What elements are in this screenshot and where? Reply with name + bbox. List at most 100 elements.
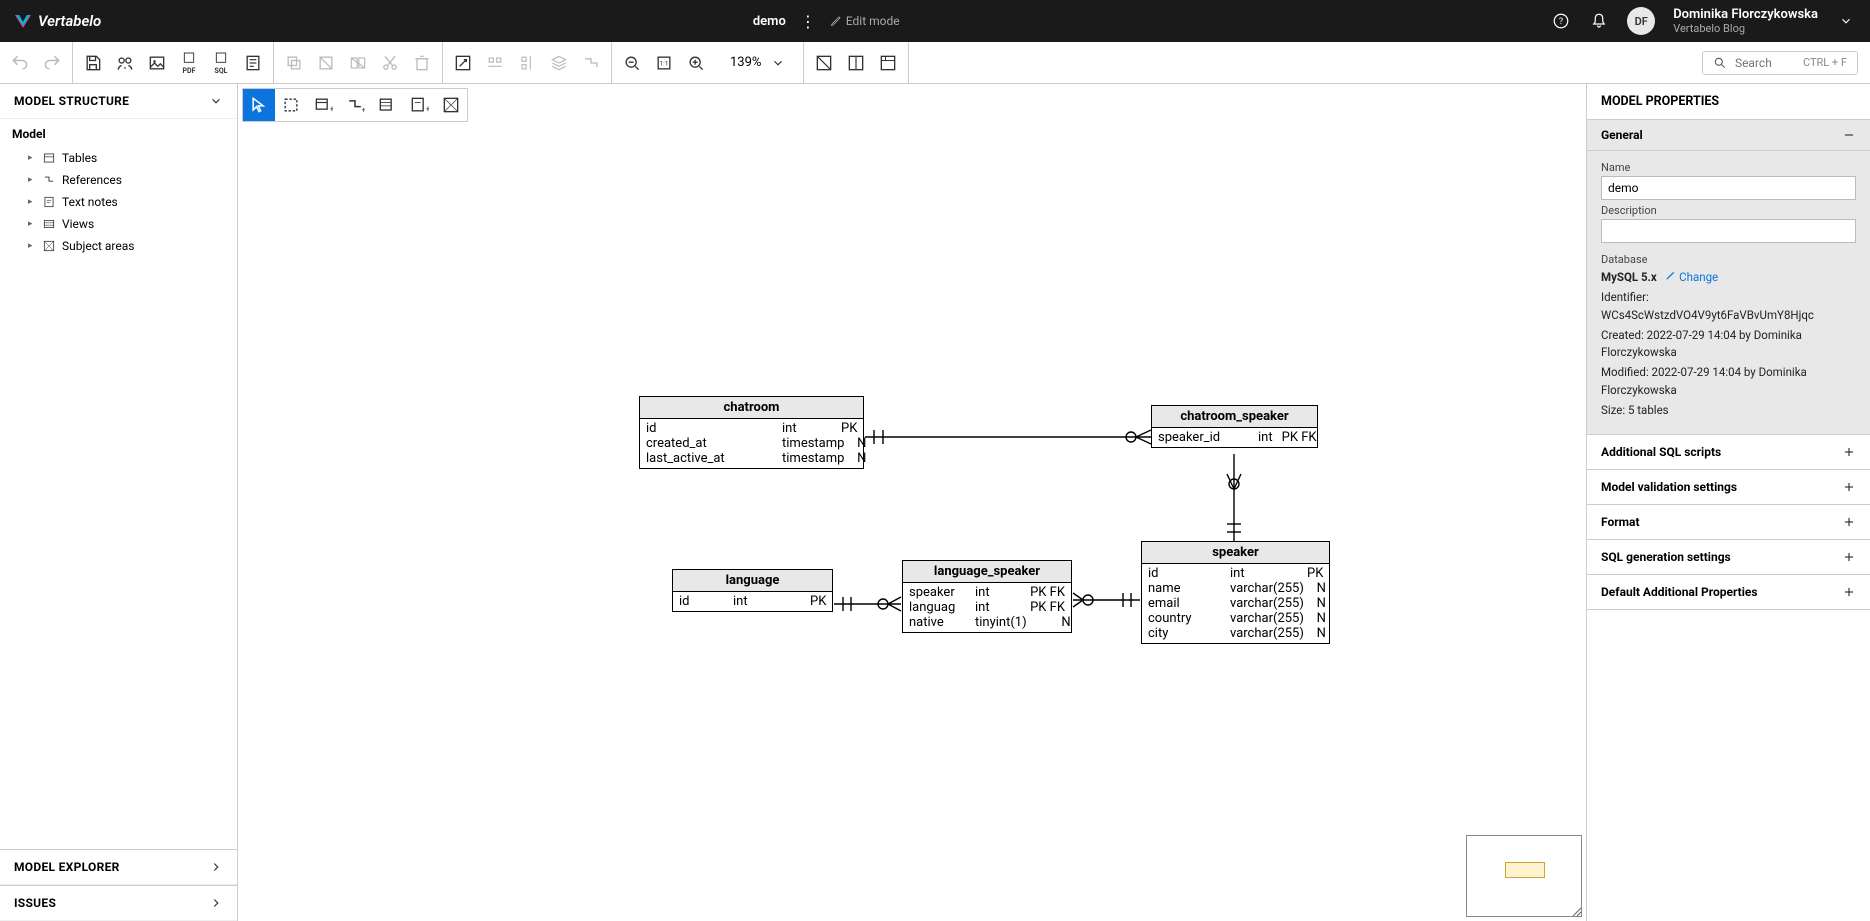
chevron-down-icon [209, 94, 223, 108]
erd-table-language[interactable]: language idintPK [672, 569, 833, 612]
add-reference-tool[interactable]: + [339, 89, 371, 121]
add-view-tool[interactable] [371, 89, 403, 121]
minus-icon [1842, 128, 1856, 142]
export-image-button[interactable] [145, 51, 169, 75]
tree-item-subjectareas[interactable]: ▸ Subject areas [12, 235, 225, 257]
cut-button[interactable] [378, 51, 402, 75]
user-org: Vertabelo Blog [1673, 22, 1818, 35]
copy-button[interactable] [282, 51, 306, 75]
add-note-tool[interactable]: + [403, 89, 435, 121]
table-column-row[interactable]: idintPK [646, 421, 857, 436]
table-column-row[interactable]: namevarchar(255)N [1148, 581, 1323, 596]
general-section-header[interactable]: General [1587, 119, 1870, 151]
table-body: speaker_idintPK FK [1152, 428, 1317, 447]
tree-item-references[interactable]: ▸ References [12, 169, 225, 191]
zoom-dropdown[interactable]: 139% [716, 55, 795, 70]
rp-section-3[interactable]: SQL generation settings [1587, 540, 1870, 575]
table-header[interactable]: language_speaker [903, 561, 1071, 583]
table-column-row[interactable]: nativetinyint(1)N [909, 615, 1065, 630]
duplicate-button[interactable] [346, 51, 370, 75]
desc-input[interactable] [1601, 219, 1856, 243]
erd-table-language_speaker[interactable]: language_speakerspeakerintPK FKlanguagin… [902, 560, 1072, 633]
table-body: speakerintPK FKlanguagintPK FKnativetiny… [903, 583, 1071, 632]
plus-icon [1842, 550, 1856, 564]
align-vertical-button[interactable] [515, 51, 539, 75]
table-column-row[interactable]: countryvarchar(255)N [1148, 611, 1323, 626]
undo-button[interactable] [8, 51, 32, 75]
rp-section-1[interactable]: Model validation settings [1587, 470, 1870, 505]
model-title[interactable]: demo [753, 14, 786, 29]
zoom-out-button[interactable] [620, 51, 644, 75]
export-xml-button[interactable] [241, 51, 265, 75]
table-column-row[interactable]: speaker_idintPK FK [1158, 430, 1311, 445]
align-horizontal-button[interactable] [483, 51, 507, 75]
model-structure-header[interactable]: MODEL STRUCTURE [0, 84, 237, 119]
edit-mode-indicator[interactable]: Edit mode [830, 14, 900, 28]
rp-section-2[interactable]: Format [1587, 505, 1870, 540]
add-area-tool[interactable] [435, 89, 467, 121]
erd-table-chatroom_speaker[interactable]: chatroom_speaker speaker_idintPK FK [1151, 405, 1318, 448]
auto-layout-button[interactable] [579, 51, 603, 75]
model-explorer-header[interactable]: MODEL EXPLORER [0, 849, 237, 885]
tree-item-textnotes[interactable]: ▸ Text notes [12, 191, 225, 213]
table-column-row[interactable]: emailvarchar(255)N [1148, 596, 1323, 611]
fit-to-screen-button[interactable] [451, 51, 475, 75]
snap-toggle-button[interactable] [844, 51, 868, 75]
tree-root[interactable]: Model [12, 127, 225, 141]
db-change-link[interactable]: Change [1679, 270, 1718, 284]
table-column-row[interactable]: speakerintPK FK [909, 585, 1065, 600]
erd-table-speaker[interactable]: speaker idintPKnamevarchar(255)Nemailvarc… [1141, 541, 1330, 644]
search-field[interactable] [1735, 56, 1795, 70]
erd-canvas[interactable]: + + + [238, 84, 1586, 921]
vertabelo-logo-icon [14, 12, 32, 30]
grid-toggle-button[interactable] [812, 51, 836, 75]
add-table-tool[interactable]: + [307, 89, 339, 121]
identifier-value: WCs4ScWstzdVO4V9yt6FaVBvUmY8Hjqc [1601, 308, 1814, 322]
table-header[interactable]: language [673, 570, 832, 592]
table-column-row[interactable]: created_attimestampN [646, 436, 857, 451]
table-column-row[interactable]: idintPK [679, 594, 826, 609]
notifications-icon[interactable] [1589, 11, 1609, 31]
svg-text:?: ? [1559, 17, 1563, 27]
minimap-resize-icon[interactable] [1572, 907, 1582, 917]
export-sql-button[interactable]: SQL [209, 51, 233, 75]
model-menu-dots-icon[interactable]: ⋮ [800, 12, 816, 31]
tree-item-tables[interactable]: ▸ Tables [12, 147, 225, 169]
layers-button[interactable] [547, 51, 571, 75]
brand-logo[interactable]: Vertabelo [14, 12, 101, 30]
export-pdf-button[interactable]: PDF [177, 51, 201, 75]
table-header[interactable]: chatroom_speaker [1152, 406, 1317, 428]
help-icon[interactable]: ? [1551, 11, 1571, 31]
table-column-row[interactable]: idintPK [1148, 566, 1323, 581]
table-header[interactable]: chatroom [640, 397, 863, 419]
tree-item-views[interactable]: ▸ Views [12, 213, 225, 235]
minimap-viewport[interactable] [1505, 862, 1545, 878]
zoom-reset-button[interactable]: 1:1 [652, 51, 676, 75]
name-input[interactable] [1601, 176, 1856, 200]
issues-header[interactable]: ISSUES [0, 885, 237, 921]
paste-button[interactable] [314, 51, 338, 75]
left-panel: MODEL STRUCTURE Model ▸ Tables ▸ Referen… [0, 84, 238, 921]
delete-button[interactable] [410, 51, 434, 75]
share-button[interactable] [113, 51, 137, 75]
select-tool[interactable] [243, 89, 275, 121]
user-block[interactable]: Dominika Florczykowska Vertabelo Blog [1673, 7, 1818, 36]
rp-section-4[interactable]: Default Additional Properties [1587, 575, 1870, 610]
rp-section-0[interactable]: Additional SQL scripts [1587, 435, 1870, 470]
redo-button[interactable] [40, 51, 64, 75]
save-button[interactable] [81, 51, 105, 75]
chevron-right-icon [209, 860, 223, 874]
user-menu-chevron-icon[interactable] [1836, 11, 1856, 31]
table-column-row[interactable]: cityvarchar(255)N [1148, 626, 1323, 641]
zoom-in-button[interactable] [684, 51, 708, 75]
table-column-row[interactable]: last_active_attimestampN [646, 451, 857, 466]
minimap[interactable] [1466, 835, 1582, 917]
table-header[interactable]: speaker [1142, 542, 1329, 564]
user-avatar[interactable]: DF [1627, 7, 1655, 35]
search-input[interactable]: CTRL + F [1702, 51, 1858, 75]
marquee-tool[interactable] [275, 89, 307, 121]
reference-icon [42, 173, 56, 187]
ruler-toggle-button[interactable] [876, 51, 900, 75]
table-column-row[interactable]: languagintPK FK [909, 600, 1065, 615]
erd-table-chatroom[interactable]: chatroom idintPKcreated_attimestampNlast_… [639, 396, 864, 469]
